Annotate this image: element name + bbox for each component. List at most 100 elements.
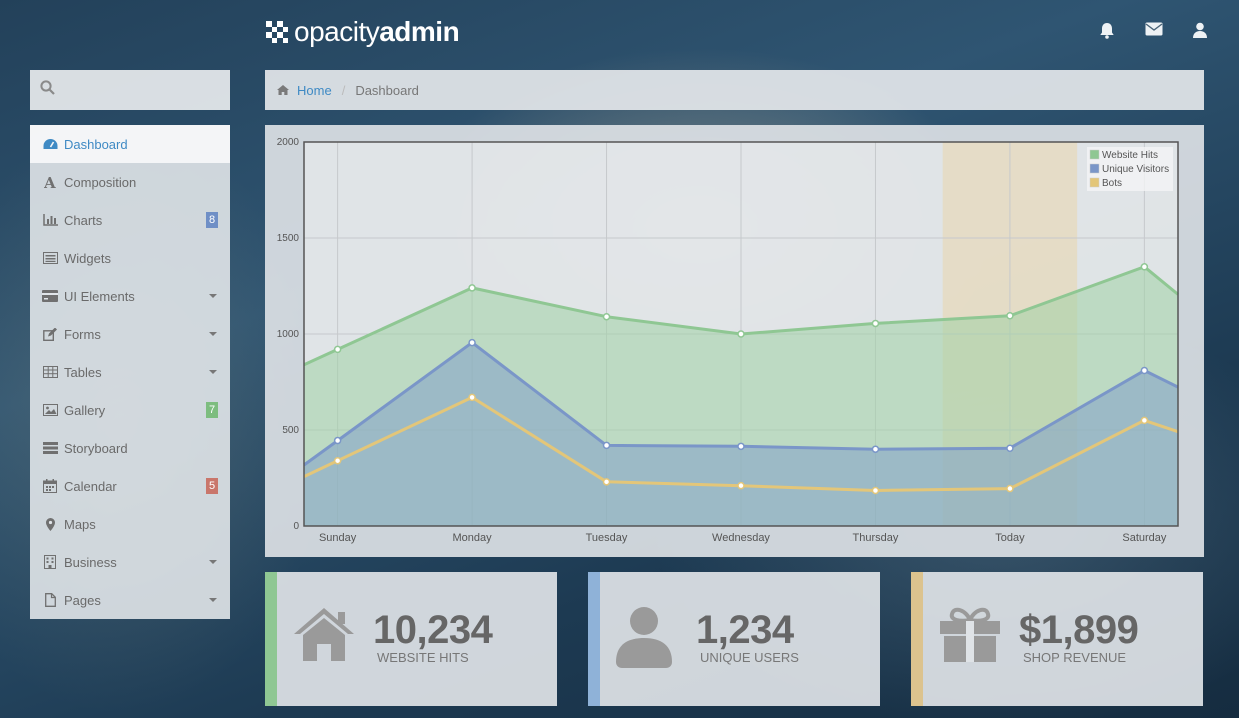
y-tick-label: 500 [282,425,299,436]
data-point[interactable] [333,345,342,354]
caret-down-icon [209,332,217,336]
x-tick-label: Wednesday [712,532,770,544]
data-point[interactable] [737,481,745,490]
sidebar-item-composition[interactable]: A Composition [30,163,230,201]
data-point[interactable] [1140,263,1149,271]
sidebar-search [30,70,230,110]
data-point[interactable] [1140,416,1149,425]
sidebar-item-label: Calendar [64,478,117,494]
brand-name: opacityadmin [294,16,460,48]
caret-down-icon [209,560,217,564]
gift-icon [939,606,1001,667]
brand-logo[interactable]: opacityadmin [266,16,460,48]
sidebar-item-widgets[interactable]: Widgets [30,239,230,277]
traffic-area-chart[interactable]: 0 500 1000 1500 2000 Sunday Monday Tuesday Wedne… [265,125,1204,557]
data-point[interactable] [468,338,476,347]
breadcrumb: Home / Dashboard [265,70,1204,110]
sidebar-item-label: Storyboard [64,440,128,456]
data-point[interactable] [1006,444,1014,452]
breadcrumb-current: Dashboard [355,82,419,98]
data-point[interactable] [602,478,611,486]
legend-label: Unique Visitors [1102,164,1169,175]
data-point[interactable] [871,319,880,328]
legend-swatch [1089,149,1100,160]
envelope-icon[interactable] [1145,22,1163,39]
stat-card-unique-users[interactable]: 1,234 UNIQUE USERS [588,572,880,706]
search-input[interactable] [63,82,213,98]
map-marker-icon [42,517,58,531]
sidebar-item-calendar[interactable]: Calendar 5 [30,467,230,505]
stat-card-shop-revenue[interactable]: $1,899 SHOP REVENUE [911,572,1203,706]
stat-accent-bar [911,572,923,706]
sidebar-item-label: Gallery [64,402,106,418]
sidebar-item-pages[interactable]: Pages [30,581,230,619]
list-alt-icon [42,251,58,265]
stat-value: 1,234 [696,608,794,652]
data-point[interactable] [602,312,611,321]
stat-accent-bar [265,572,277,706]
data-point[interactable] [737,442,745,451]
stat-card-website-hits[interactable]: 10,234 WEBSITE HITS [265,572,557,706]
count-badge: 8 [206,212,218,228]
sidebar-item-label: UI Elements [64,288,135,304]
data-point[interactable] [871,445,880,453]
sidebar-item-label: Business [64,554,117,570]
font-icon: A [42,175,58,189]
sidebar-item-gallery[interactable]: Gallery 7 [30,391,230,429]
caret-down-icon [209,598,217,602]
data-point[interactable] [871,486,880,495]
count-badge: 5 [206,478,218,494]
sidebar-item-maps[interactable]: Maps [30,505,230,543]
stat-label: WEBSITE HITS [377,650,469,665]
checker-logo-icon [266,21,288,43]
data-point[interactable] [468,284,476,292]
y-tick-label: 1500 [277,233,300,244]
file-icon [42,593,58,607]
stat-value: 10,234 [373,608,493,652]
x-tick-label: Monday [453,532,493,544]
stat-value: $1,899 [1019,608,1139,652]
user-icon[interactable] [1193,22,1207,39]
legend-swatch [1089,177,1100,188]
bell-icon[interactable] [1099,22,1115,39]
data-point[interactable] [1006,484,1014,493]
sidebar-item-storyboard[interactable]: Storyboard [30,429,230,467]
y-tick-label: 2000 [277,137,300,148]
caret-down-icon [209,294,217,298]
sidebar-item-dashboard[interactable]: Dashboard [30,125,230,163]
x-tick-label: Today [995,532,1025,544]
x-tick-label: Saturday [1122,532,1167,544]
stat-label: SHOP REVENUE [1023,650,1127,665]
data-point[interactable] [1140,366,1149,375]
x-tick-label: Thursday [853,532,899,544]
header-actions [1099,22,1207,39]
legend-box [1087,147,1173,191]
data-point[interactable] [468,393,476,402]
sidebar-item-forms[interactable]: Forms [30,315,230,353]
sidebar-item-label: Pages [64,592,101,608]
y-tick-label: 0 [293,521,299,532]
breadcrumb-home-link[interactable]: Home [297,82,332,98]
sidebar-nav: Dashboard A Composition Charts 8 Widgets UI El… [30,125,230,619]
sidebar-item-label: Widgets [64,250,111,266]
home-icon [293,606,355,667]
sidebar-item-business[interactable]: Business [30,543,230,581]
legend-label: Website Hits [1102,150,1158,161]
sidebar-item-label: Composition [64,174,137,190]
home-icon[interactable] [277,83,289,98]
data-point[interactable] [333,436,342,445]
breadcrumb-separator: / [341,82,346,98]
sidebar-item-tables[interactable]: Tables [30,353,230,391]
sidebar-item-ui-elements[interactable]: UI Elements [30,277,230,315]
count-badge: 7 [206,402,218,418]
sidebar-item-label: Dashboard [64,136,128,152]
data-point[interactable] [333,456,342,465]
data-point[interactable] [602,441,611,450]
credit-card-icon [42,289,58,303]
sidebar-item-charts[interactable]: Charts 8 [30,201,230,239]
table-icon [42,365,58,379]
data-point[interactable] [737,330,745,338]
caret-down-icon [209,370,217,374]
stat-label: UNIQUE USERS [700,650,799,665]
data-point[interactable] [1006,312,1014,320]
